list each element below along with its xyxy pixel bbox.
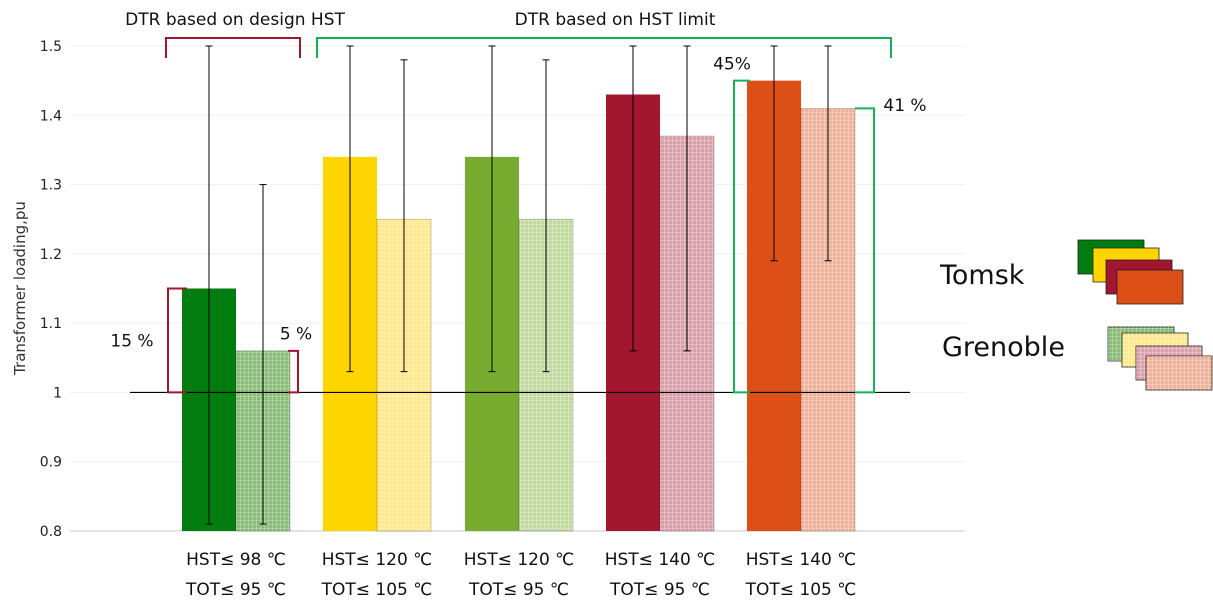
y-tick-label: 1.2 bbox=[40, 247, 62, 263]
percent-label: 15 % bbox=[110, 331, 153, 351]
y-tick-label: 1.5 bbox=[40, 39, 62, 55]
percent-bracket bbox=[733, 79, 750, 394]
group-label-hst-limit: DTR based on HST limit bbox=[515, 10, 716, 30]
percent-label: 5 % bbox=[280, 325, 312, 345]
group-bracket-design-hst bbox=[165, 37, 301, 58]
percent-label: 41 % bbox=[883, 96, 926, 116]
legend: Tomsk Grenoble bbox=[939, 239, 1213, 391]
y-axis: 0.8 0.9 1 1.1 1.2 1.3 1.4 1.5 bbox=[40, 39, 62, 540]
x-category-label: TOT≤ 95 ℃ bbox=[609, 580, 710, 600]
x-category-label: HST≤ 140 ℃ bbox=[746, 550, 857, 570]
x-category-label: TOT≤ 95 ℃ bbox=[185, 580, 286, 600]
x-category-label: TOT≤ 105 ℃ bbox=[745, 580, 857, 600]
percent-label: 45% bbox=[713, 54, 751, 74]
x-category-label: TOT≤ 95 ℃ bbox=[468, 580, 569, 600]
legend-swatch-tomsk bbox=[1116, 269, 1184, 305]
x-category-label: HST≤ 120 ℃ bbox=[464, 550, 575, 570]
legend-swatch-hatch bbox=[1146, 356, 1212, 390]
x-category-label: TOT≤ 105 ℃ bbox=[321, 580, 433, 600]
x-category-label: HST≤ 98 ℃ bbox=[186, 550, 286, 570]
bars bbox=[182, 80, 856, 532]
y-tick-label: 1 bbox=[53, 385, 62, 401]
percent-bracket bbox=[855, 107, 875, 394]
group-label-design-hst: DTR based on design HST bbox=[125, 10, 345, 30]
x-category-label: HST≤ 120 ℃ bbox=[322, 550, 433, 570]
percent-bracket bbox=[288, 349, 299, 394]
y-tick-label: 1.4 bbox=[40, 108, 62, 124]
legend-label-grenoble: Grenoble bbox=[942, 332, 1065, 363]
y-tick-label: 0.9 bbox=[40, 455, 62, 471]
x-category-label: HST≤ 140 ℃ bbox=[605, 550, 716, 570]
percent-bracket bbox=[167, 287, 187, 394]
x-axis-categories: HST≤ 98 ℃ TOT≤ 95 ℃ HST≤ 120 ℃ TOT≤ 105 ℃ HS… bbox=[185, 550, 856, 600]
y-tick-label: 0.8 bbox=[40, 524, 62, 540]
y-axis-label: Transformer loading,pu bbox=[11, 201, 29, 376]
legend-label-tomsk: Tomsk bbox=[939, 260, 1025, 291]
annotation-brackets: DTR based on design HST DTR based on HST … bbox=[110, 10, 927, 394]
y-tick-label: 1.1 bbox=[40, 316, 62, 332]
error-bars bbox=[205, 45, 832, 525]
y-tick-label: 1.3 bbox=[40, 178, 62, 194]
group-bracket-hst-limit bbox=[316, 37, 892, 58]
